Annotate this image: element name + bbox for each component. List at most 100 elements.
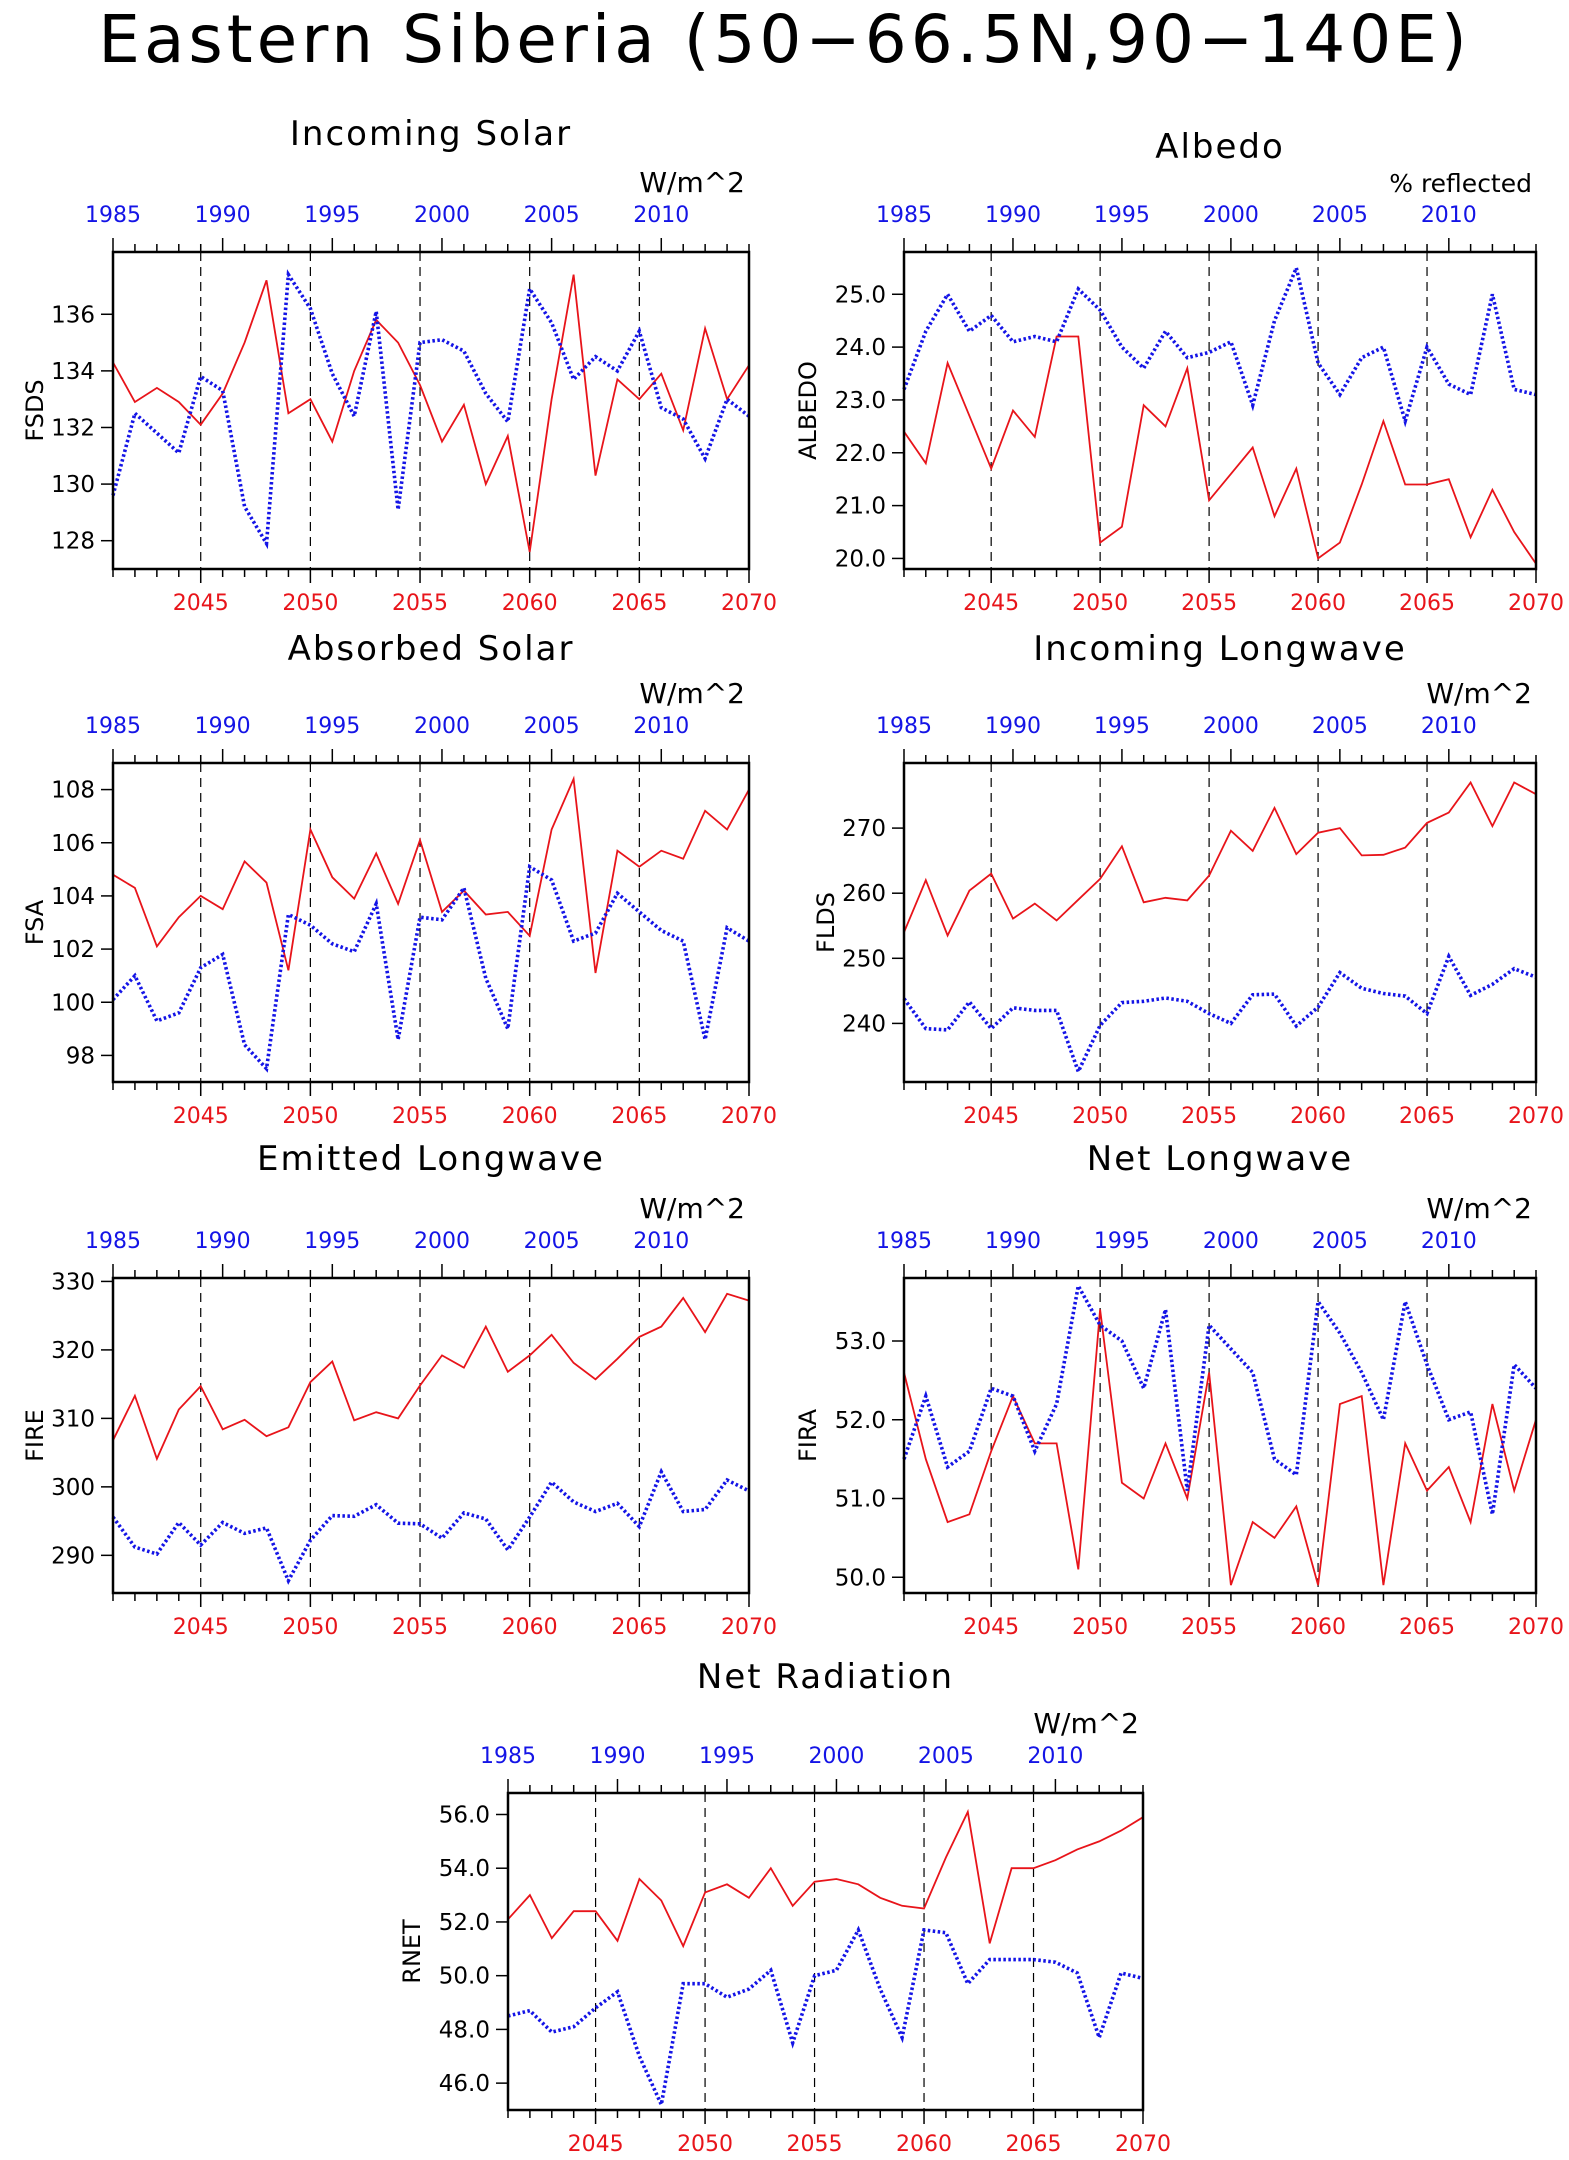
x-bottom-tick-label: 2050 (282, 591, 338, 616)
chart-panel-6: Net Longwave W/m^2 2045 2050 2055 2060 2065 207… (794, 1139, 1564, 1640)
series-line-top-axis (902, 952, 1537, 1077)
x-bottom-tick-label: 2065 (611, 1615, 667, 1640)
y-axis-label: RNET (398, 1919, 426, 1984)
x-bottom-tick-label: 2050 (677, 2132, 733, 2157)
y-tick-label: 102 (51, 937, 95, 963)
x-top-tick-label: 2010 (1421, 1229, 1477, 1254)
y-tick-label: 136 (51, 302, 95, 328)
x-bottom-tick-label: 2070 (1115, 2132, 1171, 2157)
x-top-tick-label: 1990 (589, 1744, 645, 1769)
x-top-tick-label: 1990 (195, 1229, 251, 1254)
series-line-top-axis (902, 261, 1537, 428)
x-bottom-tick-label: 2060 (1290, 1615, 1346, 1640)
main-title: Eastern Siberia (50−66.5N,90−140E) (98, 1, 1471, 78)
x-top-tick-label: 2000 (1203, 1229, 1259, 1254)
series-line-bottom-axis (112, 274, 750, 553)
x-bottom-tick-label: 2070 (721, 1104, 777, 1129)
x-top-tick-label: 2005 (918, 1744, 974, 1769)
x-top-tick-label: 1985 (85, 714, 141, 739)
y-axis-label: FIRA (794, 1408, 822, 1462)
y-tick-label: 46.0 (439, 2071, 490, 2097)
units-label: W/m^2 (639, 677, 745, 710)
chart-title: Net Longwave (1087, 1139, 1353, 1179)
y-tick-label: 52.0 (439, 1910, 490, 1936)
x-top-tick-label: 1995 (1094, 203, 1150, 228)
y-tick-label: 270 (842, 816, 886, 842)
y-tick-label: 260 (842, 881, 886, 907)
chart-panel-2: Albedo % reflected 2045 2050 2055 2060 2065 207… (794, 127, 1564, 616)
x-top-tick-label: 1995 (304, 1229, 360, 1254)
x-bottom-tick-label: 2045 (963, 1104, 1019, 1129)
x-top-tick-label: 1995 (304, 203, 360, 228)
x-top-tick-label: 2005 (1312, 1229, 1368, 1254)
x-bottom-tick-label: 2065 (611, 591, 667, 616)
plot-frame (902, 1276, 1538, 1595)
series-line-bottom-axis (507, 1808, 1144, 1949)
x-top-tick-label: 1990 (195, 714, 251, 739)
y-tick-label: 130 (51, 472, 95, 498)
series-line-bottom-axis (112, 1292, 750, 1462)
x-bottom-tick-label: 2060 (502, 1104, 558, 1129)
y-tick-label: 98 (66, 1043, 95, 1069)
y-tick-label: 50.0 (835, 1565, 886, 1591)
y-axis-label: ALBEDO (794, 361, 822, 460)
y-tick-label: 330 (51, 1269, 95, 1295)
units-label: W/m^2 (1426, 677, 1532, 710)
x-bottom-tick-label: 2045 (963, 591, 1019, 616)
x-top-tick-label: 2005 (524, 203, 580, 228)
x-bottom-tick-label: 2045 (173, 591, 229, 616)
y-tick-label: 51.0 (835, 1487, 886, 1513)
series-line-bottom-axis (903, 780, 1537, 938)
y-tick-label: 50.0 (439, 1964, 490, 1990)
plot-frame (111, 1276, 751, 1595)
chart-title: Incoming Solar (290, 114, 572, 154)
x-top-tick-label: 1990 (195, 203, 251, 228)
x-top-tick-label: 1985 (876, 1229, 932, 1254)
x-bottom-tick-label: 2065 (1399, 591, 1455, 616)
x-bottom-tick-label: 2045 (173, 1104, 229, 1129)
y-tick-label: 52.0 (835, 1408, 886, 1434)
y-tick-label: 20.0 (835, 546, 886, 572)
x-bottom-tick-label: 2060 (1290, 591, 1346, 616)
x-top-tick-label: 2000 (1203, 714, 1259, 739)
x-top-tick-label: 1985 (480, 1744, 536, 1769)
y-tick-label: 100 (51, 990, 95, 1016)
y-tick-label: 48.0 (439, 2017, 490, 2043)
series-line-top-axis (111, 1467, 750, 1585)
series-line-top-axis (111, 863, 750, 1073)
x-top-tick-label: 2005 (1312, 714, 1368, 739)
x-bottom-tick-label: 2055 (392, 1615, 448, 1640)
x-top-tick-label: 1985 (876, 203, 932, 228)
x-bottom-tick-label: 2050 (1072, 591, 1128, 616)
units-label: % reflected (1389, 169, 1532, 198)
x-bottom-tick-label: 2060 (896, 2132, 952, 2157)
units-label: W/m^2 (639, 166, 745, 199)
chart-title: Albedo (1155, 127, 1285, 167)
x-top-tick-label: 1995 (699, 1744, 755, 1769)
x-top-tick-label: 2005 (524, 714, 580, 739)
x-top-tick-label: 1990 (985, 203, 1041, 228)
x-top-tick-label: 2000 (808, 1744, 864, 1769)
y-axis-label: FSA (21, 899, 49, 945)
x-bottom-tick-label: 2055 (1181, 1104, 1237, 1129)
x-top-tick-label: 2000 (414, 203, 470, 228)
x-bottom-tick-label: 2065 (1399, 1615, 1455, 1640)
x-bottom-tick-label: 2070 (1508, 1104, 1564, 1129)
y-tick-label: 290 (51, 1543, 95, 1569)
y-tick-label: 240 (842, 1011, 886, 1037)
y-tick-label: 56.0 (439, 1802, 490, 1828)
y-tick-label: 300 (51, 1475, 95, 1501)
units-label: W/m^2 (1033, 1707, 1139, 1740)
y-axis-label: FSDS (21, 379, 49, 441)
y-tick-label: 310 (51, 1406, 95, 1432)
x-bottom-tick-label: 2060 (502, 1615, 558, 1640)
x-bottom-tick-label: 2045 (568, 2132, 624, 2157)
series-line-top-axis (902, 1280, 1538, 1515)
plot-frame (902, 250, 1538, 571)
chart-title: Emitted Longwave (257, 1139, 605, 1179)
x-top-tick-label: 2000 (1203, 203, 1259, 228)
x-top-tick-label: 2000 (414, 1229, 470, 1254)
plot-frame (111, 761, 751, 1084)
x-top-tick-label: 1995 (1094, 714, 1150, 739)
x-bottom-tick-label: 2060 (1290, 1104, 1346, 1129)
